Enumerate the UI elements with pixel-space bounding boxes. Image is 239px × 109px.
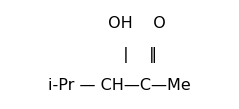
Text: |    ‖: | ‖	[72, 47, 167, 62]
Text: OH    O: OH O	[63, 16, 176, 32]
Text: i-Pr — CH—C—Me: i-Pr — CH—C—Me	[48, 77, 191, 93]
